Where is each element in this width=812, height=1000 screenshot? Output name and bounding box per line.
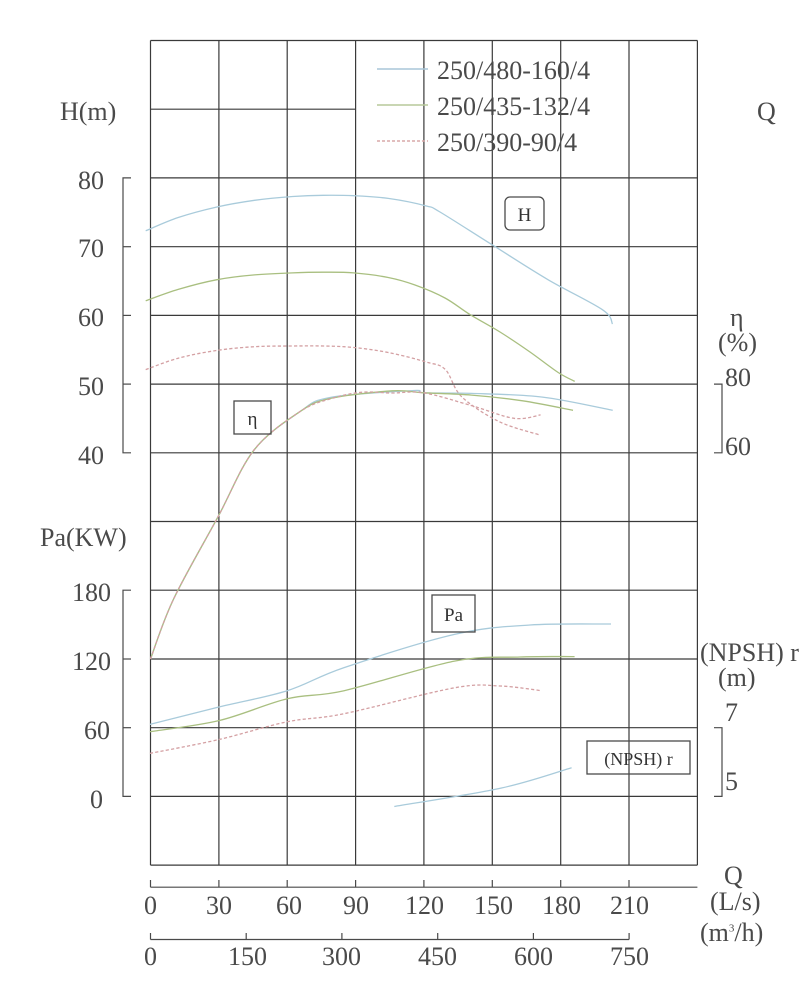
svg-text:η: η	[248, 409, 258, 430]
svg-text:Pa: Pa	[444, 605, 464, 626]
svg-text:(NPSH) r: (NPSH) r	[604, 749, 673, 770]
svg-text:H: H	[518, 205, 532, 226]
